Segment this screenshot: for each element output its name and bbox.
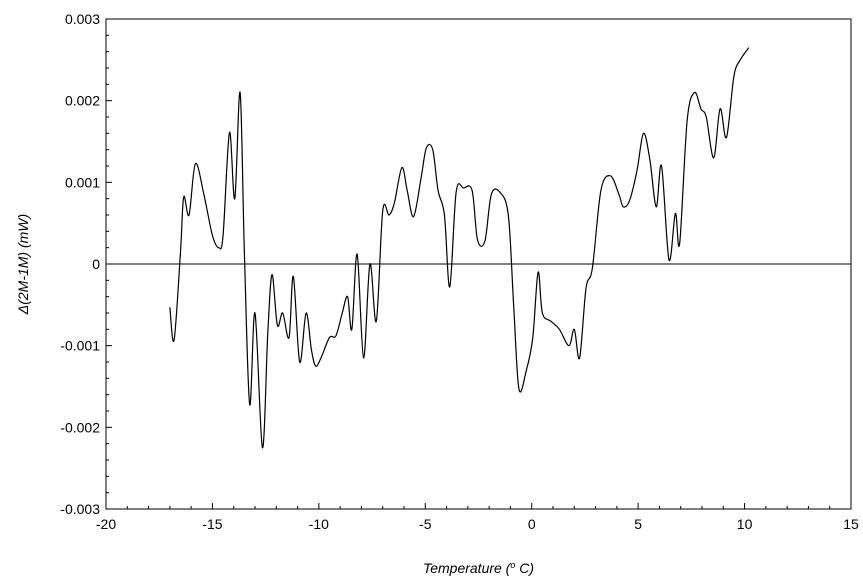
x-axis-title: Temperature (o C) — [423, 560, 534, 576]
x-tick-label: -10 — [309, 516, 329, 532]
x-axis-title-main: Temperature ( — [423, 560, 512, 576]
series-layer — [169, 47, 750, 449]
y-tick-label: 0 — [92, 256, 100, 272]
y-tick-label: -0.003 — [60, 501, 100, 517]
y-axis-title: Δ(2M-1M) (mW) — [15, 214, 31, 315]
y-tick-label: -0.002 — [60, 419, 100, 435]
x-tick-label: 5 — [634, 516, 642, 532]
y-tick-label: 0.002 — [65, 93, 100, 109]
axes — [105, 18, 852, 510]
axis-ticks — [105, 18, 852, 510]
x-axis-title-degree: o — [510, 560, 515, 570]
y-tick-label: 0.001 — [65, 174, 100, 190]
series-line — [169, 47, 750, 449]
tick-labels: -20 -15 -10 -5 0 5 10 15 -0.003 -0.002 -0.001 0 0.00… — [60, 11, 859, 532]
y-tick-label: 0.003 — [65, 11, 100, 27]
x-tick-label: -20 — [96, 516, 116, 532]
y-tick-label: -0.001 — [60, 338, 100, 354]
x-tick-label: -15 — [202, 516, 222, 532]
x-tick-label: 15 — [843, 516, 859, 532]
x-tick-label: 10 — [737, 516, 753, 532]
x-tick-label: -5 — [419, 516, 432, 532]
x-tick-label: 0 — [528, 516, 536, 532]
x-axis-title-tail: C) — [515, 560, 534, 576]
